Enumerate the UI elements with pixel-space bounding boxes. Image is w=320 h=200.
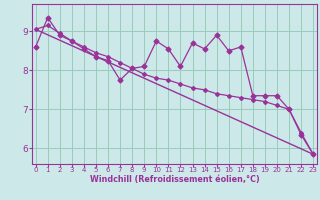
X-axis label: Windchill (Refroidissement éolien,°C): Windchill (Refroidissement éolien,°C): [90, 175, 259, 184]
